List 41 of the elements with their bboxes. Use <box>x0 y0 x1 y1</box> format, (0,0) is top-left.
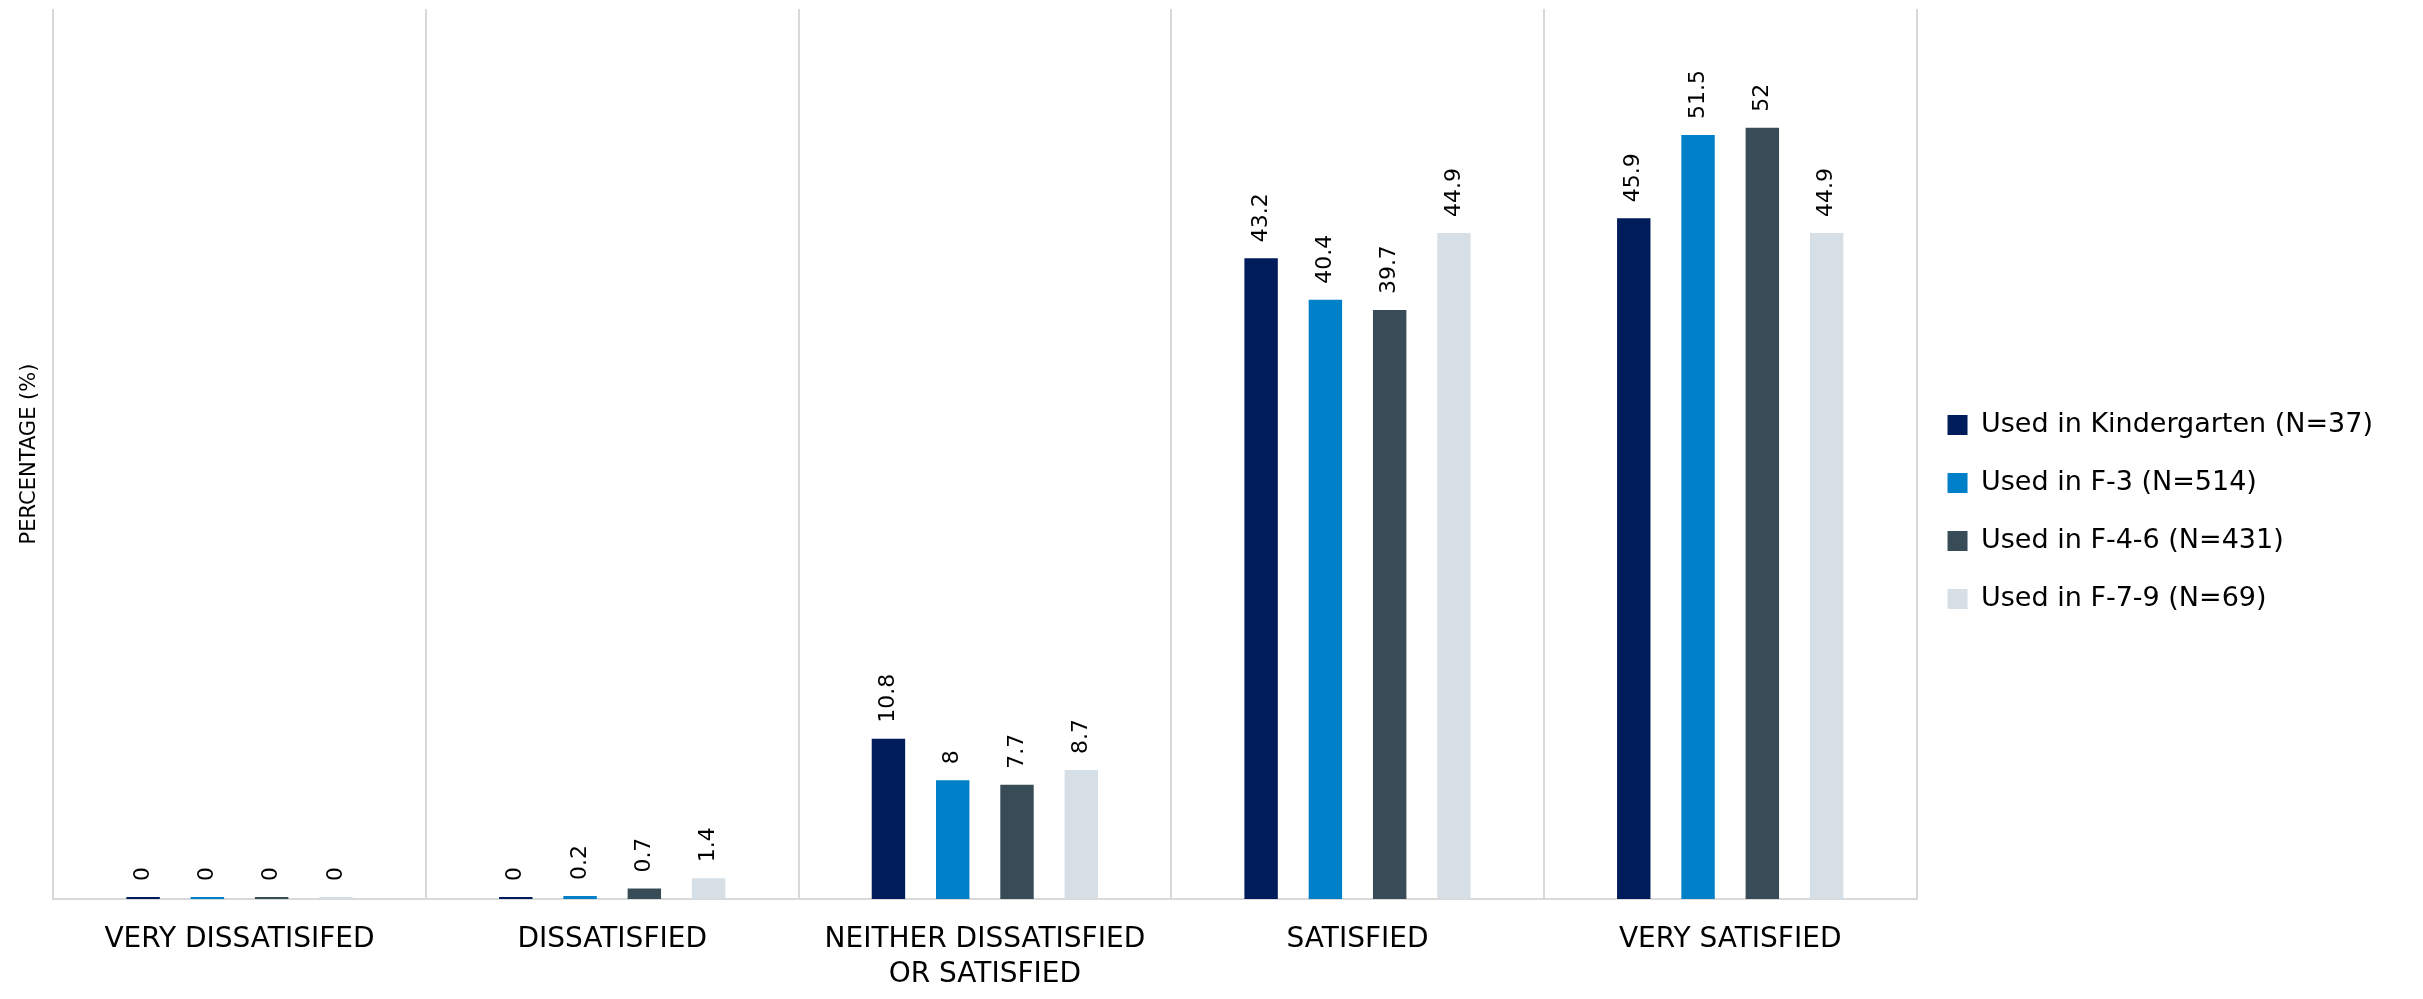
bar <box>871 738 906 899</box>
bar <box>1617 218 1651 899</box>
data-label: 0 <box>128 867 154 881</box>
bar <box>1000 784 1034 899</box>
bar <box>1372 310 1407 899</box>
legend-label: Used in F-3 (N=514) <box>1981 465 2257 497</box>
data-label: 0.2 <box>565 845 591 881</box>
x-tick-label: VERY SATISFIED <box>1618 920 1842 954</box>
data-label: 0.7 <box>630 837 656 873</box>
data-label: 43.2 <box>1246 193 1272 243</box>
data-label: 52 <box>1748 83 1774 112</box>
x-tick-label: NEITHER DISSATISFIED OR SATISFIED <box>824 920 1146 989</box>
data-label: 40.4 <box>1311 234 1337 284</box>
data-label: 10.8 <box>874 673 900 723</box>
x-tick-label: VERY DISSATISIFED <box>104 920 375 954</box>
data-label: 0 <box>257 867 283 881</box>
data-label: 51.5 <box>1683 70 1709 120</box>
bar <box>1244 258 1278 899</box>
x-tick-label: DISSATISFIED <box>517 920 708 954</box>
bar <box>1681 135 1715 899</box>
data-label: 0 <box>321 867 347 881</box>
bar <box>1308 299 1343 899</box>
data-label: 1.4 <box>694 827 720 863</box>
data-label: 8 <box>938 750 964 765</box>
bar <box>936 780 970 899</box>
data-label: 44.9 <box>1812 168 1838 217</box>
y-axis-title: PERCENTAGE (%) <box>16 363 41 545</box>
data-label: 8.7 <box>1067 718 1093 754</box>
data-label: 0 <box>193 867 219 881</box>
data-label: 45.9 <box>1619 153 1645 203</box>
legend-label: Used in F-7-9 (N=69) <box>1981 581 2267 613</box>
data-label: 39.7 <box>1375 245 1401 295</box>
data-label: 0 <box>501 867 527 881</box>
bar <box>1745 127 1780 899</box>
bar <box>627 888 662 899</box>
legend-label: Used in F-4-6 (N=431) <box>1981 523 2284 555</box>
bar <box>563 896 597 899</box>
x-tick-label: SATISFIED <box>1286 920 1429 954</box>
data-label: 44.9 <box>1439 168 1465 217</box>
data-label: 7.7 <box>1002 733 1028 769</box>
legend-label: Used in Kindergarten (N=37) <box>1981 407 2374 439</box>
